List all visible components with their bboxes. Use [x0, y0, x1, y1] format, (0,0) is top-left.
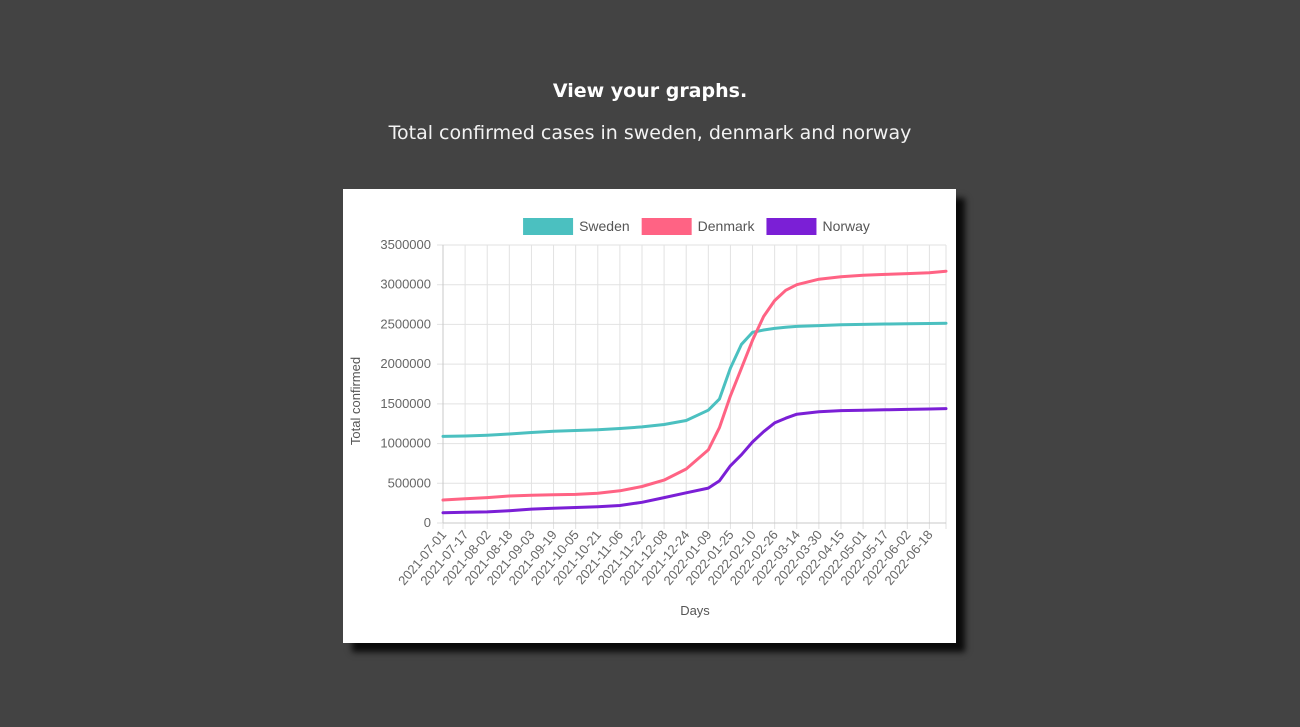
- line-chart: 0 500000 1000000 1500000 2000000 2500000 30000…: [348, 218, 948, 618]
- legend-swatch: [523, 218, 574, 235]
- y-tick-label: 3000000: [380, 277, 431, 292]
- y-tick-label: 1500000: [380, 396, 431, 411]
- y-axis-label: Total confirmed: [348, 357, 363, 445]
- y-tick-label: 1000000: [380, 436, 431, 451]
- legend-item-sweden[interactable]: Sweden: [523, 218, 630, 235]
- legend-swatch: [766, 218, 817, 235]
- legend-item-denmark[interactable]: Denmark: [641, 218, 756, 235]
- series-lines: [441, 269, 948, 515]
- page-subheading: Total confirmed cases in sweden, denmark…: [388, 122, 912, 144]
- y-tick-label: 3500000: [380, 237, 431, 252]
- x-axis-label: Days: [680, 603, 710, 618]
- y-tick-label: 2000000: [380, 356, 431, 371]
- page-heading: View your graphs.: [552, 80, 748, 102]
- y-tick-label: 500000: [388, 475, 431, 490]
- legend-item-norway[interactable]: Norway: [766, 218, 870, 235]
- chart-legend: Sweden Denmark Norway: [523, 218, 870, 235]
- legend-swatch: [641, 218, 692, 235]
- chart-card: 0 500000 1000000 1500000 2000000 2500000 30000…: [343, 189, 956, 643]
- y-axis: 0 500000 1000000 1500000 2000000 2500000 30000…: [380, 237, 431, 530]
- legend-label: Sweden: [579, 218, 630, 234]
- x-axis: 2021-07-012021-07-172021-08-022021-08-18…: [395, 527, 936, 588]
- legend-label: Norway: [822, 218, 869, 234]
- series-line-norway: [441, 407, 948, 515]
- legend-label: Denmark: [698, 218, 756, 234]
- y-tick-label: 2500000: [380, 316, 431, 331]
- chart-grid: [437, 244, 947, 529]
- series-line-denmark: [441, 269, 948, 502]
- y-tick-label: 0: [424, 515, 431, 530]
- series-line-sweden: [441, 321, 948, 438]
